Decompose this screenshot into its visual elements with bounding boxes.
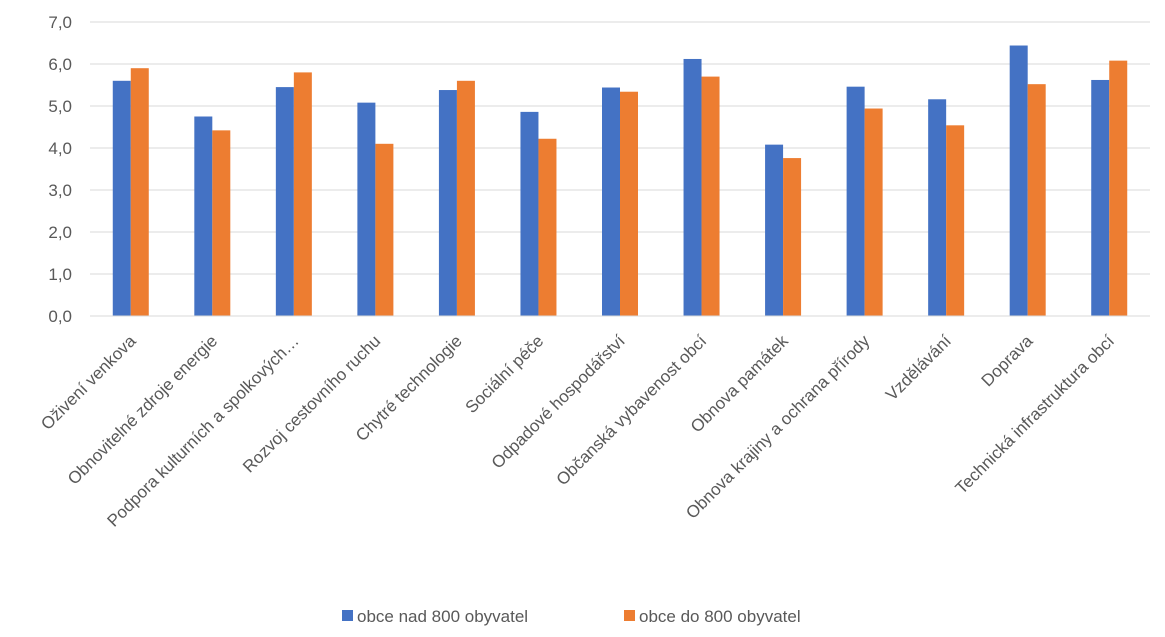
legend-item: obce do 800 obyvatel <box>624 607 801 626</box>
y-tick-label: 1,0 <box>48 265 72 284</box>
x-category-label: Vzdělávání <box>882 331 955 404</box>
y-tick-label: 4,0 <box>48 139 72 158</box>
bar-obce-nad-800 <box>357 102 376 316</box>
x-category-label: Technická infrastruktura obcí <box>952 331 1119 498</box>
x-category-label: Rozvoj cestovního ruchu <box>239 331 384 476</box>
bar-obce-do-800 <box>375 143 394 316</box>
y-tick-label: 7,0 <box>48 13 72 32</box>
x-category-label: Obnova krajiny a ochrana přírody <box>682 331 874 523</box>
bar-obce-do-800 <box>456 80 475 316</box>
y-tick-label: 3,0 <box>48 181 72 200</box>
y-tick-label: 2,0 <box>48 223 72 242</box>
y-tick-label: 6,0 <box>48 55 72 74</box>
x-category-label: Doprava <box>978 331 1037 390</box>
bar-obce-nad-800 <box>765 144 784 316</box>
bar-obce-nad-800 <box>1009 45 1028 317</box>
x-category-label: Občanská vybavenost obcí <box>553 331 711 489</box>
bar-obce-nad-800 <box>1091 79 1110 317</box>
bar-obce-nad-800 <box>112 80 131 316</box>
bar-obce-do-800 <box>1027 84 1046 316</box>
bar-obce-nad-800 <box>438 90 457 316</box>
bar-obce-nad-800 <box>194 116 213 316</box>
y-axis-tick-labels: 0,0 1,0 2,0 3,0 4,0 5,0 6,0 7,0 <box>48 13 72 326</box>
bar-obce-do-800 <box>538 138 557 316</box>
bar-obce-nad-800 <box>683 58 702 317</box>
bar-obce-nad-800 <box>275 87 294 316</box>
bar-obce-nad-800 <box>520 111 539 316</box>
bar-obce-nad-800 <box>602 87 620 317</box>
legend-swatch <box>624 610 635 621</box>
y-tick-label: 5,0 <box>48 97 72 116</box>
bar-obce-do-800 <box>864 108 883 317</box>
bar-obce-do-800 <box>783 158 802 316</box>
bar-obce-do-800 <box>701 76 720 316</box>
y-tick-label: 0,0 <box>48 307 72 326</box>
bar-obce-do-800 <box>293 72 312 317</box>
legend-label: obce do 800 obyvatel <box>639 607 801 626</box>
legend-swatch <box>342 610 353 621</box>
bars <box>112 45 1128 317</box>
legend: obce nad 800 obyvatel obce do 800 obyvate… <box>342 607 801 626</box>
bar-obce-do-800 <box>620 91 638 316</box>
bar-obce-do-800 <box>130 68 149 316</box>
x-category-label: Obnovitelné zdroje energie <box>64 331 221 488</box>
bar-obce-do-800 <box>212 130 231 316</box>
legend-item: obce nad 800 obyvatel <box>342 607 528 626</box>
x-category-label: Sociální péče <box>462 331 548 417</box>
bar-obce-nad-800 <box>928 99 947 316</box>
bar-obce-do-800 <box>946 125 965 316</box>
x-category-label: Odpadové hospodářství <box>488 331 629 472</box>
bar-obce-do-800 <box>1109 60 1128 316</box>
bar-obce-nad-800 <box>846 86 865 317</box>
legend-label: obce nad 800 obyvatel <box>357 607 528 626</box>
